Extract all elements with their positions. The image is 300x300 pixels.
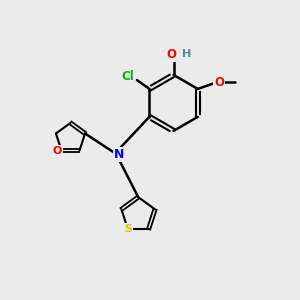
Text: N: N [114, 148, 124, 161]
Text: O: O [53, 146, 62, 156]
Text: H: H [182, 49, 191, 59]
Text: O: O [214, 76, 224, 89]
Text: S: S [124, 224, 132, 234]
Text: Cl: Cl [122, 70, 134, 83]
Text: O: O [166, 48, 176, 61]
